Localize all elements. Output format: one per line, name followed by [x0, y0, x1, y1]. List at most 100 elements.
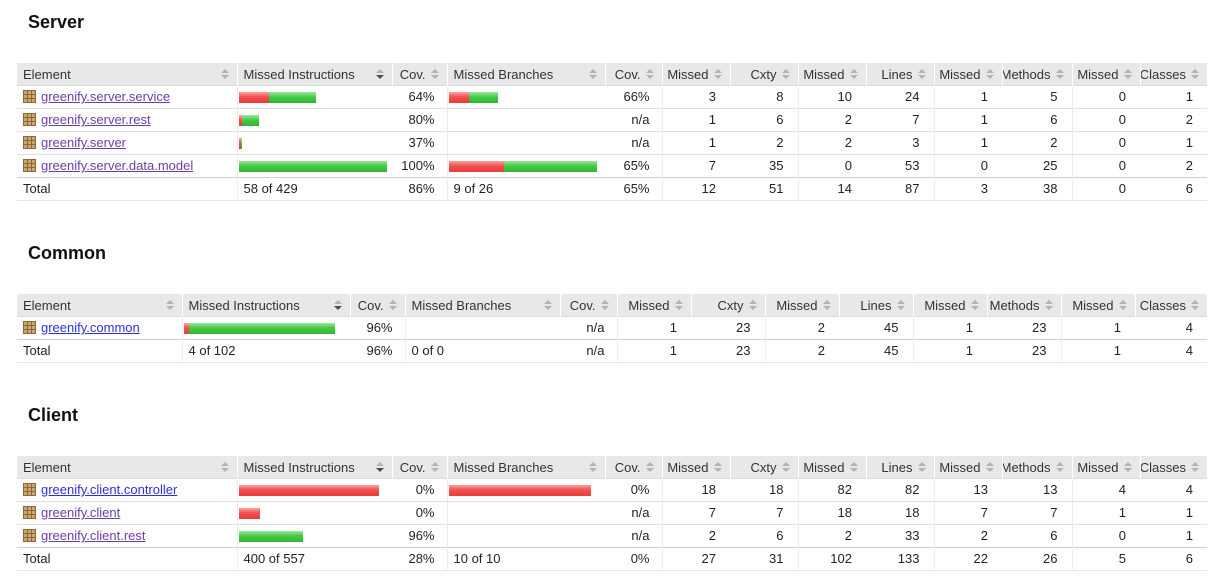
column-header-missed-classes[interactable]: Missed	[1060, 294, 1135, 317]
package-link[interactable]: greenify.client	[41, 505, 121, 520]
header-row: Element Missed Instructions Cov. Missed …	[17, 294, 1207, 317]
package-link[interactable]: greenify.server.service	[41, 89, 171, 104]
column-header-lines[interactable]: Lines	[865, 456, 934, 479]
column-label: Missed Instructions	[188, 297, 300, 313]
branch-coverage: 66%	[623, 89, 650, 104]
column-header-missed-lines[interactable]: Missed	[797, 63, 866, 86]
column-header-instruction-cov[interactable]: Cov.	[349, 294, 405, 317]
branch-coverage: n/a	[586, 320, 605, 335]
column-header-classes[interactable]: Classes	[1139, 63, 1207, 86]
sort-icon	[713, 69, 722, 79]
classes: 6	[1185, 551, 1193, 566]
sort-icon	[588, 462, 597, 472]
package-icon	[23, 483, 36, 496]
column-header-missed-cxty[interactable]: Missed	[616, 294, 691, 317]
package-link[interactable]: greenify.server.rest	[41, 112, 151, 127]
sort-icon	[1055, 69, 1064, 79]
column-header-missed-classes[interactable]: Missed	[1071, 456, 1140, 479]
column-header-cxty[interactable]: Cxty	[729, 456, 798, 479]
column-header-lines[interactable]: Lines	[838, 294, 913, 317]
column-header-classes[interactable]: Classes	[1139, 456, 1207, 479]
column-header-methods[interactable]: Methods	[1001, 63, 1072, 86]
classes: 4	[1185, 482, 1193, 497]
column-label: Cov.	[399, 66, 426, 82]
covered-bar-segment	[468, 91, 498, 103]
column-header-branch-cov[interactable]: Cov.	[559, 294, 617, 317]
package-link[interactable]: greenify.server.data.model	[41, 158, 194, 173]
missed-bar-segment	[238, 507, 260, 519]
column-header-branch-cov[interactable]: Cov.	[604, 456, 662, 479]
sort-icon	[220, 69, 229, 79]
column-label: Missed	[1077, 459, 1119, 475]
classes: 1	[1185, 135, 1193, 150]
column-header-missed-instructions[interactable]: Missed Instructions	[236, 456, 392, 479]
column-label: Missed	[803, 66, 845, 82]
instruction-bar	[236, 108, 392, 132]
table-row: greenify.server.data.model 100% 65% 7 35…	[17, 154, 1207, 178]
column-label: Missed	[939, 66, 981, 82]
methods: 25	[1043, 158, 1058, 173]
lines: 82	[905, 482, 920, 497]
classes: 2	[1185, 158, 1193, 173]
column-header-missed-cxty[interactable]: Missed	[661, 63, 730, 86]
cxty: 6	[776, 528, 784, 543]
package-link[interactable]: greenify.server	[41, 135, 127, 150]
column-header-missed-methods[interactable]: Missed	[933, 456, 1002, 479]
column-label: Missed	[924, 297, 966, 313]
column-header-cxty[interactable]: Cxty	[690, 294, 765, 317]
instruction-bar	[236, 478, 392, 502]
missed-classes: 1	[1071, 501, 1140, 525]
total-row: Total 400 of 557 28% 10 of 10 0% 27 31 1…	[17, 547, 1207, 571]
methods: 6	[1050, 112, 1058, 127]
column-header-element[interactable]: Element	[17, 294, 182, 317]
missed-lines: 2	[797, 108, 866, 132]
methods: 7	[1050, 505, 1058, 520]
sort-icon	[388, 300, 397, 310]
column-header-lines[interactable]: Lines	[865, 63, 934, 86]
instruction-bar	[236, 501, 392, 525]
column-header-missed-instructions[interactable]: Missed Instructions	[236, 63, 392, 86]
column-header-missed-branches[interactable]: Missed Branches	[446, 63, 605, 86]
missed-classes: 0	[1071, 108, 1140, 132]
missed-bar-segment	[238, 484, 379, 496]
branch-coverage: 65%	[623, 158, 650, 173]
column-header-cxty[interactable]: Cxty	[729, 63, 798, 86]
sort-icon	[1191, 69, 1199, 79]
cxty: 35	[769, 158, 784, 173]
column-header-branch-cov[interactable]: Cov.	[604, 63, 662, 86]
column-header-missed-classes[interactable]: Missed	[1071, 63, 1140, 86]
column-header-missed-instructions[interactable]: Missed Instructions	[181, 294, 350, 317]
missed-lines: 102	[797, 547, 866, 571]
column-header-methods[interactable]: Methods	[986, 294, 1061, 317]
missed-bar-segment	[448, 484, 591, 496]
package-link[interactable]: greenify.client.rest	[41, 528, 146, 543]
column-header-missed-cxty[interactable]: Missed	[661, 456, 730, 479]
column-header-missed-branches[interactable]: Missed Branches	[446, 456, 605, 479]
lines: 7	[912, 112, 920, 127]
column-label: Classes	[1140, 66, 1186, 82]
column-header-missed-lines[interactable]: Missed	[764, 294, 839, 317]
missed-cxty: 12	[661, 177, 730, 201]
package-link[interactable]: greenify.common	[41, 320, 140, 335]
column-header-missed-methods[interactable]: Missed	[933, 63, 1002, 86]
column-header-instruction-cov[interactable]: Cov.	[391, 63, 447, 86]
column-header-missed-branches[interactable]: Missed Branches	[404, 294, 560, 317]
column-header-missed-lines[interactable]: Missed	[797, 456, 866, 479]
table-row: greenify.server.rest 80% n/a 1 6 2 7 1 6…	[17, 108, 1207, 132]
column-header-methods[interactable]: Methods	[1001, 456, 1072, 479]
table-row: greenify.client 0% n/a 7 7 18 18 7 7 1 1	[17, 501, 1207, 525]
missed-cxty: 18	[661, 478, 730, 502]
branch-coverage: 0%	[630, 482, 650, 497]
sort-icon	[917, 462, 926, 472]
column-header-classes[interactable]: Classes	[1134, 294, 1207, 317]
column-header-missed-methods[interactable]: Missed	[912, 294, 987, 317]
column-label: Missed Branches	[453, 459, 554, 475]
column-header-instruction-cov[interactable]: Cov.	[391, 456, 447, 479]
total-branches: 9 of 26	[446, 177, 605, 201]
column-header-element[interactable]: Element	[17, 456, 237, 479]
package-link[interactable]: greenify.client.controller	[41, 482, 178, 497]
missed-bar-segment	[238, 114, 242, 126]
total-label: Total	[23, 343, 51, 358]
column-header-element[interactable]: Element	[17, 63, 237, 86]
column-label: Lines	[881, 66, 913, 82]
